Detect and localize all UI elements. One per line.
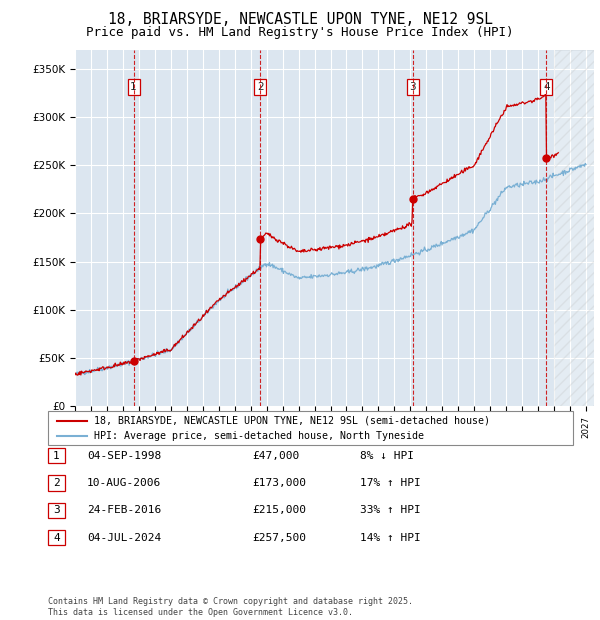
Text: HPI: Average price, semi-detached house, North Tyneside: HPI: Average price, semi-detached house,… (94, 431, 424, 441)
Text: 2: 2 (53, 478, 60, 488)
Text: 1: 1 (53, 451, 60, 461)
Text: 1: 1 (130, 82, 137, 92)
Text: 3: 3 (409, 82, 416, 92)
Text: 8% ↓ HPI: 8% ↓ HPI (360, 451, 414, 461)
Text: £215,000: £215,000 (252, 505, 306, 515)
Text: 33% ↑ HPI: 33% ↑ HPI (360, 505, 421, 515)
Text: Contains HM Land Registry data © Crown copyright and database right 2025.
This d: Contains HM Land Registry data © Crown c… (48, 598, 413, 617)
Text: 2: 2 (257, 82, 264, 92)
Text: 3: 3 (53, 505, 60, 515)
Text: 4: 4 (53, 533, 60, 542)
Text: 04-JUL-2024: 04-JUL-2024 (87, 533, 161, 542)
Text: 24-FEB-2016: 24-FEB-2016 (87, 505, 161, 515)
Text: 04-SEP-1998: 04-SEP-1998 (87, 451, 161, 461)
Text: 17% ↑ HPI: 17% ↑ HPI (360, 478, 421, 488)
Text: Price paid vs. HM Land Registry's House Price Index (HPI): Price paid vs. HM Land Registry's House … (86, 26, 514, 39)
Text: £47,000: £47,000 (252, 451, 299, 461)
Text: £173,000: £173,000 (252, 478, 306, 488)
Text: 4: 4 (543, 82, 550, 92)
Text: 14% ↑ HPI: 14% ↑ HPI (360, 533, 421, 542)
Text: £257,500: £257,500 (252, 533, 306, 542)
Text: 18, BRIARSYDE, NEWCASTLE UPON TYNE, NE12 9SL: 18, BRIARSYDE, NEWCASTLE UPON TYNE, NE12… (107, 12, 493, 27)
Bar (554, 50, 594, 406)
Text: 18, BRIARSYDE, NEWCASTLE UPON TYNE, NE12 9SL (semi-detached house): 18, BRIARSYDE, NEWCASTLE UPON TYNE, NE12… (94, 415, 490, 425)
Text: 10-AUG-2006: 10-AUG-2006 (87, 478, 161, 488)
